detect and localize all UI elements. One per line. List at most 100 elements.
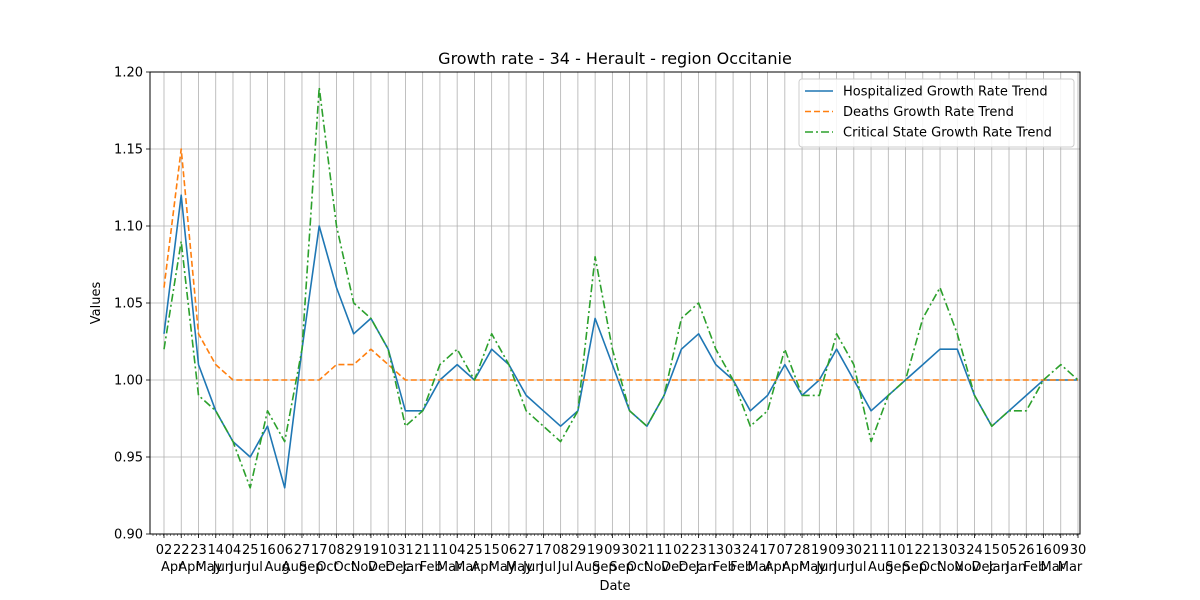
x-tick-month-label: Jun — [522, 560, 543, 575]
x-tick-day-label: 08 — [328, 543, 345, 558]
x-tick-month-label: Jun — [815, 560, 836, 575]
x-tick-month-label: Feb — [730, 560, 753, 575]
legend-label: Deaths Growth Rate Trend — [843, 105, 1014, 120]
y-tick-label: 1.20 — [114, 66, 143, 81]
x-tick-month-label: Mar — [1041, 560, 1066, 575]
series-lines — [163, 86, 1079, 489]
x-tick-month-label: Jul — [539, 560, 556, 575]
legend-label: Hospitalized Growth Rate Trend — [843, 85, 1048, 100]
x-tick-day-label: 19 — [587, 543, 604, 558]
x-tick-month-label: Sep — [885, 560, 910, 575]
x-tick-day-label: 15 — [483, 543, 500, 558]
legend: Hospitalized Growth Rate Trend Deaths Gro… — [798, 78, 1075, 148]
x-tick-month-label: Jun — [229, 560, 250, 575]
x-tick-day-label: 06 — [276, 543, 293, 558]
y-tick-label: 0.95 — [114, 451, 143, 466]
x-tick-month-label: Apr — [471, 560, 494, 575]
x-tick-month-label: May — [195, 560, 222, 575]
x-tick-day-label: 11 — [880, 543, 897, 558]
x-tick-day-label: 23 — [690, 543, 707, 558]
y-axis-label: Values — [89, 282, 104, 325]
x-tick-month-label: Apr — [782, 560, 805, 575]
x-tick-month-label: Jan — [988, 560, 1009, 575]
x-tick-day-label: 02 — [673, 543, 690, 558]
x-tick-month-label: Sep — [299, 560, 324, 575]
x-tick-day-label: 04 — [449, 543, 466, 558]
x-tick-day-label: 28 — [794, 543, 811, 558]
y-tick-label: 1.05 — [114, 297, 143, 312]
x-tick-month-label: May — [799, 560, 826, 575]
series-line-2 — [163, 86, 1079, 489]
x-tick-month-label: Jun — [212, 560, 233, 575]
x-tick-month-label: Dec — [368, 560, 393, 575]
y-tick-label: 1.00 — [114, 374, 143, 389]
x-tick-month-label: Feb — [713, 560, 736, 575]
x-tick-month-label: Feb — [1023, 560, 1046, 575]
x-tick-day-label: 23 — [190, 543, 207, 558]
x-tick-month-label: Jan — [401, 560, 422, 575]
x-tick-month-label: Jul — [557, 560, 574, 575]
chart-title: Growth rate - 34 - Herault - region Occi… — [438, 49, 792, 68]
x-tick-day-label: 03 — [949, 543, 966, 558]
x-tick-month-label: Aug — [264, 560, 289, 575]
y-tick-label: 1.15 — [114, 143, 143, 158]
x-tick-month-label: Oct — [316, 560, 338, 575]
x-tick-month-label: Dec — [385, 560, 410, 575]
x-tick-month-label: Apr — [178, 560, 201, 575]
x-tick-month-label: May — [506, 560, 533, 575]
x-tick-day-label: 11 — [432, 543, 449, 558]
x-tick-month-label: Mar — [1058, 560, 1083, 575]
x-tick-month-label: May — [489, 560, 516, 575]
x-tick-month-label: Jan — [695, 560, 716, 575]
x-tick-month-label: Feb — [420, 560, 443, 575]
x-tick-day-label: 24 — [742, 543, 759, 558]
x-tick-day-label: 27 — [294, 543, 311, 558]
x-tick-month-label: Oct — [333, 560, 355, 575]
x-tick-day-label: 05 — [1001, 543, 1018, 558]
x-tick-day-label: 25 — [466, 543, 483, 558]
x-tick-month-label: Aug — [868, 560, 893, 575]
x-tick-day-label: 04 — [225, 543, 242, 558]
x-tick-day-label: 30 — [621, 543, 638, 558]
x-axis-label: Date — [599, 579, 630, 594]
y-tick-label: 1.10 — [114, 220, 143, 235]
x-tick-day-label: 22 — [173, 543, 190, 558]
x-tick-day-label: 09 — [828, 543, 845, 558]
x-tick-day-label: 24 — [966, 543, 983, 558]
x-tick-month-label: Nov — [351, 560, 377, 575]
legend-label: Critical State Growth Rate Trend — [843, 126, 1052, 141]
x-tick-month-label: Mar — [454, 560, 479, 575]
x-tick-month-label: Jul — [850, 560, 867, 575]
x-tick-day-label: 11 — [656, 543, 673, 558]
x-tick-month-label: Jul — [246, 560, 263, 575]
x-tick-day-label: 21 — [639, 543, 656, 558]
x-tick-month-label: Mar — [437, 560, 462, 575]
x-tick-day-label: 19 — [811, 543, 828, 558]
x-tick-month-label: Apr — [161, 560, 184, 575]
x-tick-day-label: 06 — [501, 543, 518, 558]
x-tick-month-label: Dec — [972, 560, 997, 575]
x-tick-day-label: 14 — [207, 543, 224, 558]
x-tick-month-label: Sep — [903, 560, 928, 575]
y-axis: 0.90 0.95 1.00 1.05 1.10 1.15 1.20 — [114, 66, 150, 543]
legend-box — [798, 78, 1075, 148]
x-tick-day-label: 08 — [552, 543, 569, 558]
x-tick-month-label: Jun — [833, 560, 854, 575]
x-tick-day-label: 03 — [725, 543, 742, 558]
x-tick-day-label: 01 — [897, 543, 914, 558]
x-tick-day-label: 31 — [397, 543, 414, 558]
x-tick-day-label: 21 — [863, 543, 880, 558]
x-tick-month-label: Mar — [747, 560, 772, 575]
x-tick-month-label: Apr — [765, 560, 788, 575]
x-tick-day-label: 19 — [363, 543, 380, 558]
x-tick-day-label: 29 — [570, 543, 587, 558]
x-tick-day-label: 09 — [604, 543, 621, 558]
x-tick-day-label: 16 — [1035, 543, 1052, 558]
x-tick-day-label: 30 — [1070, 543, 1087, 558]
x-tick-day-label: 29 — [345, 543, 362, 558]
x-tick-day-label: 17 — [535, 543, 552, 558]
x-tick-day-label: 16 — [259, 543, 276, 558]
x-tick-month-label: Aug — [575, 560, 600, 575]
x-tick-month-label: Sep — [609, 560, 634, 575]
